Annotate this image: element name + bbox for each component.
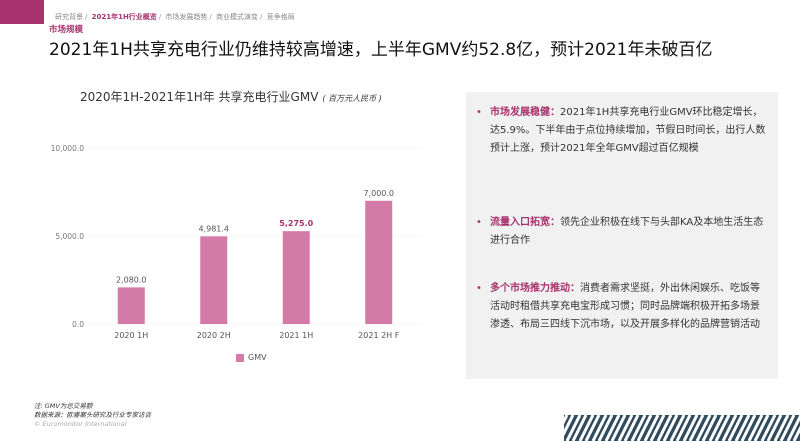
deco-stripe bbox=[708, 415, 731, 441]
deco-stripe bbox=[656, 415, 679, 441]
deco-stripe bbox=[643, 415, 666, 441]
bar bbox=[365, 200, 393, 324]
footnote-note: 注: GMV为总交易额 bbox=[34, 402, 93, 410]
footnote-source: 数据来源：欧睿案头研究及行业专家访谈 bbox=[34, 411, 151, 419]
bullet-text: 领先企业积极在线下与头部KA及本地生活生态进行合作 bbox=[490, 217, 764, 246]
breadcrumb-item[interactable]: 竞争格局 bbox=[266, 13, 295, 21]
bar-chart: 0.0 5,000.0 10,000.0 2,080.0 2020 1H 4,981.4 2… bbox=[51, 144, 420, 340]
deco-stripe bbox=[604, 415, 627, 441]
insight-bullet: • 多个市场推力推动：消费者需求坚挺，外出休闲娱乐、吃饭等活动时租借共享充电宝形… bbox=[476, 280, 768, 334]
bullet-keyword: 市场发展稳健： bbox=[490, 107, 560, 118]
deco-stripe bbox=[682, 415, 705, 441]
deco-stripe bbox=[760, 415, 783, 441]
bullet-dot: • bbox=[476, 217, 482, 228]
bar bbox=[200, 236, 228, 324]
legend-label: GMV bbox=[248, 353, 267, 362]
breadcrumb: 研究背景/ 2021年1H行业概览 / 市场发展趋势 / 商业模式演变 / 竞争格局 bbox=[55, 13, 295, 21]
bullet-text: 2021年1H共享充电行业GMV环比稳定增长，达5.9%。下半年由于点位持续增加… bbox=[490, 107, 766, 154]
bar bbox=[282, 231, 310, 324]
deco-stripe bbox=[786, 415, 800, 441]
bar-value-label: 5,275.0 bbox=[279, 219, 313, 228]
bar-value-label: 2,080.0 bbox=[116, 275, 147, 284]
insight-bullet: • 市场发展稳健：2021年1H共享充电行业GMV环比稳定增长，达5.9%。下半… bbox=[476, 104, 768, 158]
deco-stripe bbox=[578, 415, 601, 441]
bullet-text: 消费者需求坚挺，外出休闲娱乐、吃饭等活动时租借共享充电宝形成习惯；同时品牌端积极… bbox=[490, 283, 760, 330]
legend-swatch bbox=[236, 353, 244, 362]
top-accent-bar bbox=[0, 0, 44, 24]
chart-title: 2020年1H-2021年1H年 共享充电行业GMV( 百万元人民币 ) bbox=[80, 88, 382, 105]
deco-stripe bbox=[564, 415, 575, 437]
bar-value-label: 4,981.4 bbox=[198, 224, 229, 233]
bullet-keyword: 多个市场推力推动： bbox=[490, 283, 580, 294]
deco-stripe bbox=[591, 415, 614, 441]
deco-stripe bbox=[773, 415, 796, 441]
x-tick-label: 2020 1H bbox=[114, 331, 148, 340]
y-tick-label: 5,000.0 bbox=[55, 232, 84, 241]
y-tick-label: 0.0 bbox=[72, 320, 84, 329]
deco-stripe bbox=[565, 415, 588, 441]
deco-stripe bbox=[669, 415, 692, 441]
x-tick-label: 2021 2H F bbox=[358, 331, 400, 340]
x-tick-label: 2021 1H bbox=[279, 331, 313, 340]
footnote: 注: GMV为总交易额 数据来源：欧睿案头研究及行业专家访谈 © Euromon… bbox=[34, 402, 151, 429]
deco-stripe bbox=[747, 415, 770, 441]
insights-panel: • 市场发展稳健：2021年1H共享充电行业GMV环比稳定增长，达5.9%。下半… bbox=[466, 92, 778, 379]
breadcrumb-item[interactable]: 市场发展趋势 bbox=[165, 13, 208, 21]
copyright: © Euromonitor International bbox=[34, 420, 127, 428]
page-title: 2021年1H共享充电行业仍维持较高增速，上半年GMV约52.8亿，预计2021… bbox=[49, 40, 713, 60]
decorative-pattern bbox=[564, 415, 800, 441]
breadcrumb-item-active[interactable]: 2021年1H行业概览 bbox=[91, 13, 157, 21]
section-tab: 市场规模 bbox=[49, 25, 84, 35]
y-tick-label: 10,000.0 bbox=[51, 144, 85, 153]
chart-title-text: 2020年1H-2021年1H年 共享充电行业GMV bbox=[80, 90, 319, 104]
deco-stripe bbox=[721, 415, 744, 441]
breadcrumb-item[interactable]: 商业模式演变 bbox=[216, 13, 258, 21]
bullet-dot: • bbox=[476, 107, 482, 118]
chart-unit: ( 百万元人民币 ) bbox=[322, 94, 382, 103]
bullet-dot: • bbox=[476, 283, 482, 294]
insight-bullet: • 流量入口拓宽：领先企业积极在线下与头部KA及本地生活生态进行合作 bbox=[476, 214, 768, 250]
bullet-keyword: 流量入口拓宽： bbox=[490, 217, 560, 228]
breadcrumb-item[interactable]: 研究背景 bbox=[55, 13, 83, 21]
deco-stripe bbox=[630, 415, 653, 441]
deco-stripe bbox=[695, 415, 718, 441]
bar bbox=[117, 287, 145, 324]
x-tick-label: 2020 2H bbox=[197, 331, 231, 340]
deco-stripe bbox=[617, 415, 640, 441]
chart-legend: GMV bbox=[236, 353, 267, 362]
deco-stripe bbox=[734, 415, 757, 441]
bar-value-label: 7,000.0 bbox=[363, 189, 394, 198]
